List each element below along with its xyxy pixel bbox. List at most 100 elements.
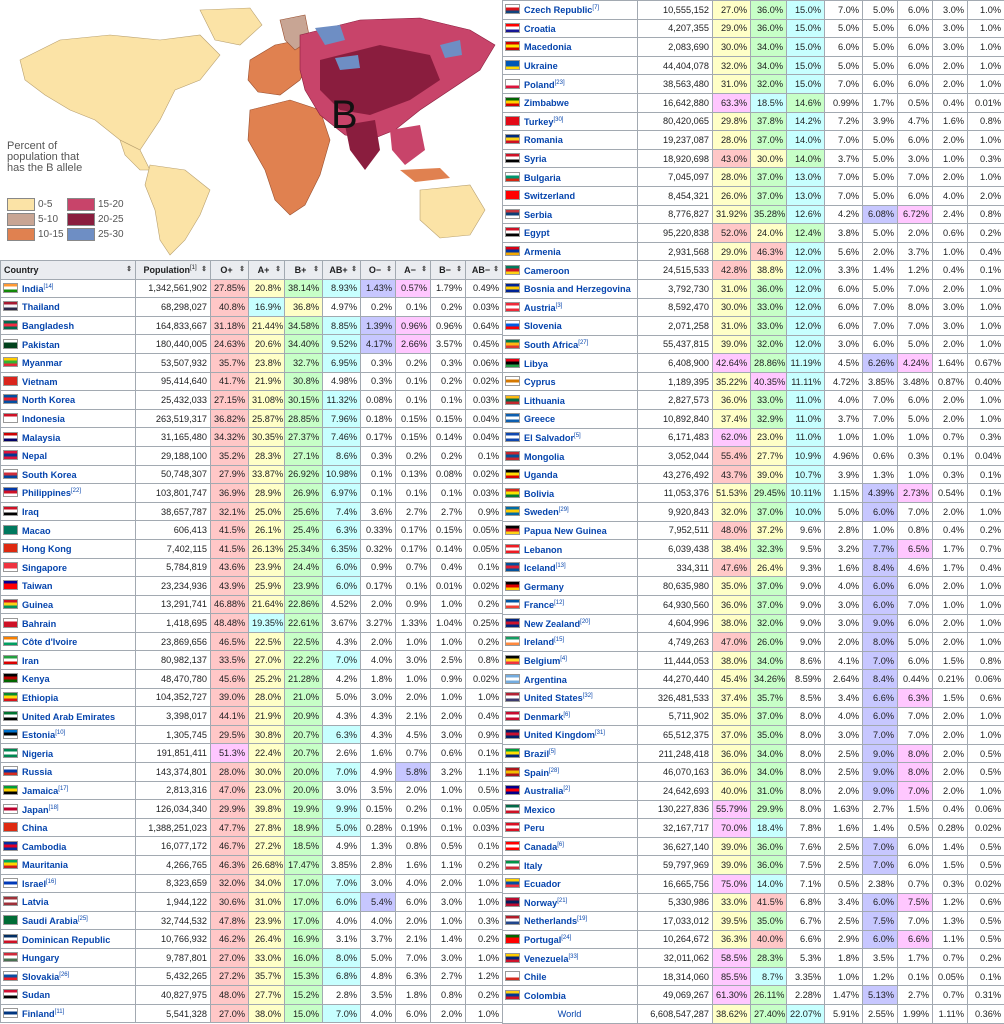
country-link[interactable]: China	[0, 817, 136, 838]
country-link[interactable]: Chile	[502, 966, 638, 987]
sort-icon[interactable]: ⇕	[386, 265, 392, 273]
column-header[interactable]: A− ⇕	[395, 260, 431, 280]
country-link[interactable]: Côte d'Ivoire	[0, 631, 136, 652]
country-link[interactable]: India[14]	[0, 278, 136, 299]
sort-icon[interactable]: ⇕	[239, 265, 245, 273]
column-header[interactable]: B− ⇕	[430, 260, 466, 280]
column-header[interactable]: O+ ⇕	[210, 260, 249, 280]
country-link[interactable]: Austria[3]	[502, 297, 638, 318]
country-link[interactable]: Estonia[10]	[0, 724, 136, 745]
country-link[interactable]: Slovenia	[502, 316, 638, 336]
country-link[interactable]: El Salvador[5]	[502, 427, 638, 448]
country-link[interactable]: Romania	[502, 130, 638, 150]
country-link[interactable]: Bulgaria	[502, 167, 638, 187]
country-link[interactable]: Turkey[30]	[502, 111, 638, 132]
country-link[interactable]: United States[32]	[502, 687, 638, 708]
country-link[interactable]: Philippines[22]	[0, 483, 136, 503]
country-link[interactable]: Bosnia and Herzegovina	[502, 278, 638, 299]
column-header[interactable]: B+ ⇕	[284, 260, 323, 280]
country-link[interactable]: Indonesia	[0, 408, 136, 429]
country-link[interactable]: Kenya	[0, 669, 136, 689]
country-link[interactable]: Colombia	[502, 985, 638, 1006]
column-header[interactable]: O− ⇕	[360, 260, 396, 280]
country-link[interactable]: Netherlands[19]	[502, 911, 638, 931]
country-link[interactable]: Switzerland	[502, 185, 638, 206]
column-header[interactable]: Country ⇕	[0, 260, 136, 280]
country-link[interactable]: Hong Kong	[0, 538, 136, 559]
country-link[interactable]: Lithuania	[502, 390, 638, 411]
country-link[interactable]: Syria	[502, 148, 638, 169]
column-header[interactable]: AB+ ⇕	[322, 260, 361, 280]
column-header[interactable]: Population[1] ⇕	[135, 260, 211, 280]
country-link[interactable]: Mexico	[502, 799, 638, 820]
sort-icon[interactable]: ⇕	[456, 265, 462, 273]
country-link[interactable]: Macedonia	[502, 37, 638, 57]
country-link[interactable]: Japan[18]	[0, 799, 136, 819]
country-link[interactable]: Poland[23]	[502, 74, 638, 94]
country-link[interactable]: Serbia	[502, 204, 638, 225]
country-link[interactable]: Russia	[0, 762, 136, 782]
country-link[interactable]: Guinea	[0, 594, 136, 615]
country-link[interactable]: Pakistan	[0, 334, 136, 354]
country-link[interactable]: Lebanon	[502, 539, 638, 559]
country-link[interactable]: Brazil[5]	[502, 743, 638, 764]
sort-icon[interactable]: ⇕	[421, 265, 427, 273]
country-link[interactable]: Argentina	[502, 669, 638, 689]
country-link[interactable]: Mauritania	[0, 855, 136, 875]
country-link[interactable]: Iran	[0, 650, 136, 671]
country-link[interactable]: Australia[2]	[502, 780, 638, 801]
country-link[interactable]: Malaysia	[0, 427, 136, 447]
country-link[interactable]: Ireland[15]	[502, 632, 638, 652]
sort-icon[interactable]: ⇕	[351, 265, 357, 273]
sort-icon[interactable]: ⇕	[126, 265, 132, 273]
country-link[interactable]: Norway[21]	[502, 892, 638, 913]
country-link[interactable]: Hungary	[0, 947, 136, 968]
country-link[interactable]: United Arab Emirates	[0, 706, 136, 726]
country-link[interactable]: Latvia	[0, 892, 136, 912]
country-link[interactable]: Ukraine	[502, 55, 638, 76]
country-link[interactable]: Venezuela[33]	[502, 948, 638, 968]
country-link[interactable]: Zimbabwe	[502, 92, 638, 113]
country-link[interactable]: Ethiopia	[0, 687, 136, 708]
country-link[interactable]: North Korea	[0, 390, 136, 410]
country-link[interactable]: Singapore	[0, 557, 136, 578]
country-link[interactable]: Nepal	[0, 445, 136, 466]
country-link[interactable]: South Africa[27]	[502, 334, 638, 355]
country-link[interactable]: Papua New Guinea	[502, 520, 638, 541]
country-link[interactable]: New Zealand[20]	[502, 613, 638, 634]
country-link[interactable]: Nigeria	[0, 743, 136, 764]
country-link[interactable]: Italy	[502, 855, 638, 875]
country-link[interactable]: Mongolia	[502, 446, 638, 466]
sort-icon[interactable]: ⇕	[275, 265, 281, 273]
country-link[interactable]: Uganda	[502, 464, 638, 485]
country-link[interactable]: Germany	[502, 576, 638, 596]
country-link[interactable]: Dominican Republic	[0, 929, 136, 949]
country-link[interactable]: Bahrain	[0, 613, 136, 633]
country-link[interactable]: Bolivia	[502, 483, 638, 504]
country-link[interactable]: Sudan	[0, 985, 136, 1005]
country-link[interactable]: Libya	[502, 353, 638, 373]
country-link[interactable]: Cambodia	[0, 836, 136, 856]
country-link[interactable]: Portugal[24]	[502, 929, 638, 950]
column-header[interactable]: A+ ⇕	[248, 260, 285, 280]
country-link[interactable]: Vietnam	[0, 371, 136, 392]
country-link[interactable]: Iraq	[0, 501, 136, 522]
country-link[interactable]: Denmark[6]	[502, 706, 638, 727]
country-link[interactable]: Armenia	[502, 241, 638, 262]
country-link[interactable]: Ecuador	[502, 873, 638, 894]
sort-icon[interactable]: ⇕	[201, 265, 207, 273]
country-link[interactable]: Myanmar	[0, 352, 136, 373]
column-header[interactable]: AB− ⇕	[465, 260, 503, 280]
country-link[interactable]: Saudi Arabia[25]	[0, 910, 136, 931]
country-link[interactable]: Spain[28]	[502, 762, 638, 782]
sort-icon[interactable]: ⇕	[313, 265, 319, 273]
country-link[interactable]: Cyprus	[502, 371, 638, 392]
country-link[interactable]: Peru	[502, 818, 638, 838]
country-link[interactable]: Greece	[502, 409, 638, 429]
country-link[interactable]: Egypt	[502, 223, 638, 243]
country-link[interactable]: Macao	[0, 520, 136, 540]
country-link[interactable]: Canada[6]	[502, 836, 638, 857]
country-link[interactable]: Jamaica[17]	[0, 780, 136, 801]
country-link[interactable]: Thailand	[0, 297, 136, 317]
country-link[interactable]: Czech Republic[7]	[502, 0, 638, 20]
